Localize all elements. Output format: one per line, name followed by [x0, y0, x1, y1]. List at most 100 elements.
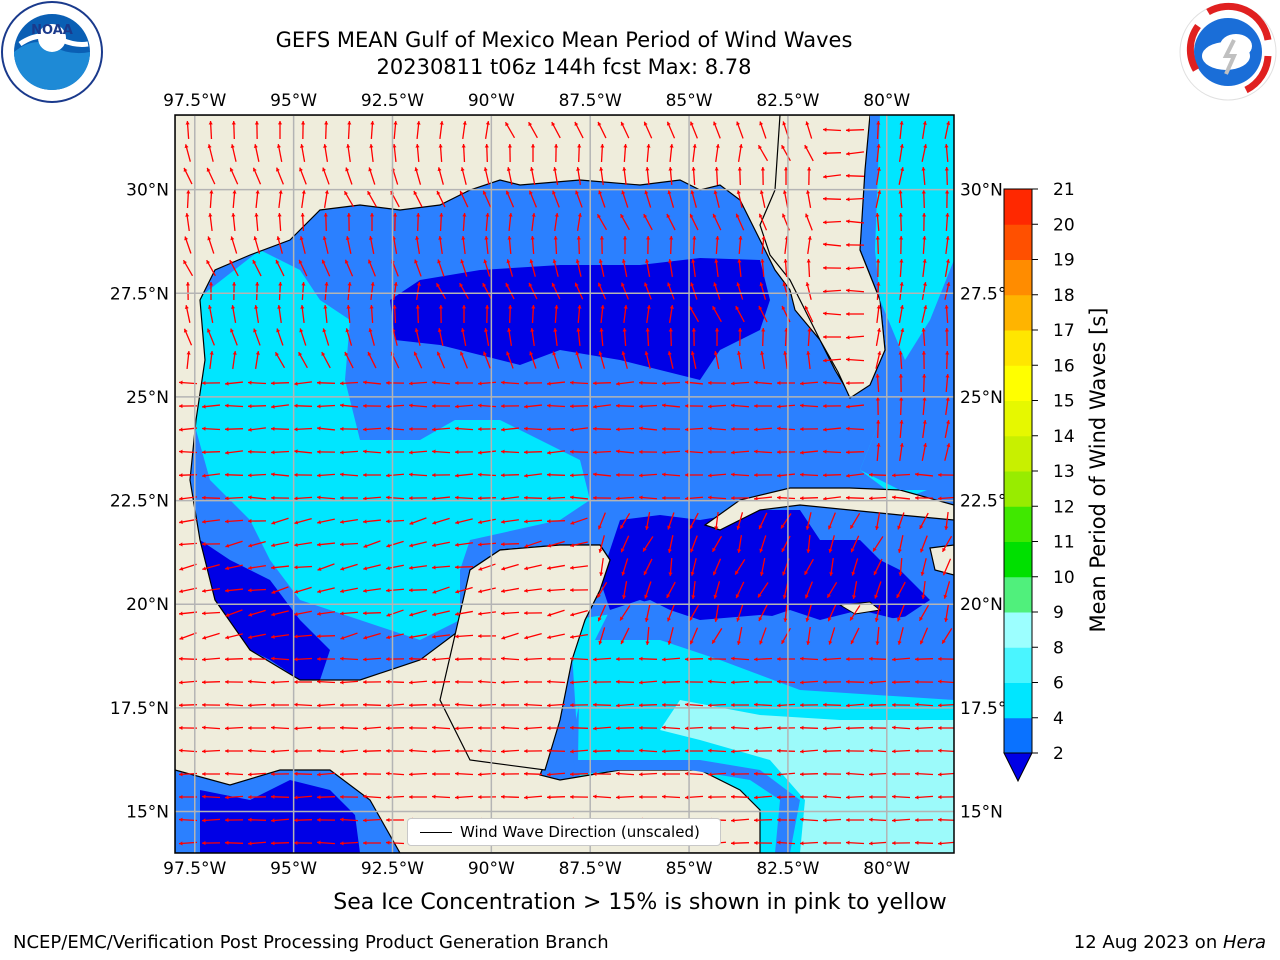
- wave-direction-arrowhead: [689, 524, 694, 529]
- wave-direction-arrowhead: [593, 657, 597, 662]
- wave-direction-arrowhead: [455, 426, 459, 431]
- wave-direction-arrowhead: [386, 840, 390, 845]
- wave-direction-arrowhead: [416, 121, 421, 125]
- wave-direction-arrowhead: [439, 121, 444, 125]
- wave-direction-arrowhead: [501, 519, 505, 524]
- wave-direction-arrowhead: [248, 519, 252, 524]
- wave-direction-arrowhead: [179, 380, 183, 385]
- wave-direction-arrowhead: [184, 236, 189, 241]
- wave-direction-arrowhead: [782, 213, 786, 218]
- land-jamaica: [838, 601, 882, 615]
- wave-direction-arrowhead: [363, 611, 367, 616]
- wave-direction-arrowhead: [478, 472, 482, 477]
- wave-direction-arrowhead: [800, 725, 804, 730]
- wave-direction-arrowhead: [897, 617, 901, 622]
- wave-direction-arrowhead: [179, 566, 184, 571]
- wave-direction-arrowhead: [436, 351, 441, 356]
- wave-direction-arrowhead: [501, 496, 505, 501]
- wave-direction-arrowhead: [438, 144, 443, 148]
- wave-direction-arrowhead: [599, 572, 604, 576]
- wave-direction-arrowhead: [478, 427, 482, 432]
- wave-direction-arrowhead: [731, 772, 735, 777]
- wave-direction-arrowhead: [202, 794, 206, 799]
- wave-direction-arrowhead: [685, 657, 689, 662]
- wave-direction-arrowhead: [593, 495, 597, 500]
- wave-direction-arrowhead: [570, 520, 575, 525]
- wave-direction-arrowhead: [547, 635, 551, 640]
- wave-direction-arrowhead: [938, 496, 942, 501]
- wave-direction-arrowhead: [225, 519, 229, 524]
- wave-direction-arrowhead: [231, 305, 236, 309]
- wave-direction-arrowhead: [869, 817, 873, 822]
- wave-direction-arrowhead: [392, 144, 397, 148]
- wave-direction-arrowhead: [271, 612, 276, 617]
- wave-direction-arrowhead: [621, 351, 626, 356]
- wave-direction-arrowhead: [368, 328, 373, 333]
- wave-direction-arrowhead: [278, 282, 283, 286]
- wave-direction-arrowhead: [206, 167, 211, 172]
- wave-direction-arrowhead: [553, 167, 558, 171]
- wave-direction-arrowhead: [731, 794, 735, 799]
- wave-direction-arrowhead: [344, 351, 349, 356]
- wave-direction-arrowhead: [344, 259, 349, 264]
- wave-direction-arrowhead: [823, 771, 827, 776]
- wave-direction-arrowhead: [524, 771, 528, 776]
- legend-line-sample: [420, 832, 452, 833]
- wave-direction-arrowhead: [754, 380, 758, 385]
- wave-direction-arrowhead: [938, 841, 942, 846]
- wave-direction-arrowhead: [777, 772, 781, 777]
- wave-direction-arrowhead: [462, 213, 467, 217]
- wave-direction-arrowhead: [593, 702, 597, 707]
- wave-direction-arrowhead: [179, 841, 183, 846]
- wave-direction-arrowhead: [643, 121, 648, 126]
- wave-direction-arrowhead: [185, 121, 190, 125]
- gridlines: [175, 115, 954, 853]
- wave-direction-arrowhead: [731, 472, 735, 477]
- wave-direction-arrowhead: [506, 167, 511, 171]
- colorbar-segment: [1004, 189, 1032, 225]
- wave-direction-arrowhead: [248, 380, 252, 385]
- wave-direction-arrowhead: [897, 525, 902, 530]
- atlantic-cyan: [875, 115, 954, 360]
- wave-direction-arrowhead: [294, 771, 298, 776]
- wave-direction-arrowhead: [179, 542, 183, 547]
- wave-direction-arrowhead: [759, 121, 764, 126]
- wave-direction-arrowhead: [254, 213, 259, 217]
- wave-direction-arrowhead: [938, 748, 942, 753]
- wave-direction-arrowhead: [455, 542, 459, 547]
- wave-direction-arrowhead: [875, 213, 880, 217]
- wave-direction-arrowhead: [666, 593, 671, 598]
- wave-direction-arrowhead: [455, 771, 459, 776]
- wave-direction-arrowhead: [646, 305, 651, 309]
- wave-direction-arrowhead: [478, 725, 482, 731]
- wave-direction-arrowhead: [899, 305, 904, 309]
- wave-direction-arrowhead: [179, 772, 183, 777]
- wave-direction-arrowhead: [432, 612, 437, 617]
- footer-date-text: 12 Aug 2023 on: [1073, 932, 1223, 953]
- wave-direction-arrowhead: [505, 122, 509, 127]
- wave-direction-arrowhead: [432, 702, 436, 707]
- colorbar-tick-label: 15: [1053, 392, 1075, 412]
- wave-direction-arrowhead: [669, 144, 674, 148]
- wave-direction-arrowhead: [575, 351, 580, 356]
- wave-direction-arrowhead: [846, 404, 850, 409]
- wave-direction-arrowhead: [231, 121, 236, 125]
- wave-direction-arrowhead: [892, 749, 896, 754]
- wave-direction-arrowhead: [714, 259, 719, 263]
- wave-direction-arrowhead: [317, 520, 321, 525]
- lat-tick-right: 25°N: [960, 388, 1003, 408]
- wave-direction-arrowhead: [460, 351, 464, 356]
- wave-direction-arrowhead: [758, 617, 763, 622]
- wave-direction-arrowhead: [851, 571, 856, 576]
- wave-direction-arrowhead: [324, 121, 329, 125]
- colorbar-segment: [1004, 612, 1032, 648]
- wave-direction-arrowhead: [938, 817, 942, 822]
- wave-direction-arrowhead: [432, 657, 436, 662]
- wave-direction-arrowhead: [409, 794, 413, 800]
- wave-direction-arrowhead: [685, 726, 689, 731]
- wave-direction-arrowhead: [432, 565, 436, 570]
- wave-direction-arrowhead: [690, 121, 694, 126]
- wave-direction-arrowhead: [455, 520, 460, 525]
- wave-direction-arrowhead: [276, 236, 281, 241]
- wave-direction-arrowhead: [505, 282, 510, 287]
